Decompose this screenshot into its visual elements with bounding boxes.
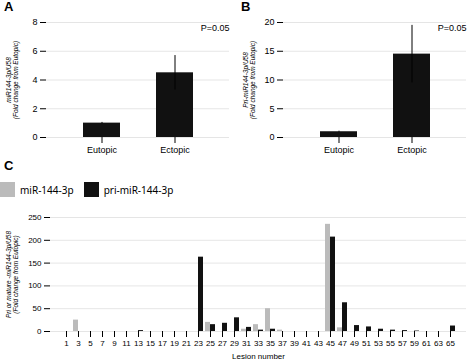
svg-text:20: 20 [264,17,274,27]
html-text:pri-miR-144-3p: pri-miR-144-3p [103,182,174,197]
svg-text:41: 41 [302,339,311,348]
svg-text:6: 6 [32,46,37,56]
svg-text:27: 27 [218,339,227,348]
svg-text:2: 2 [32,104,37,114]
svg-text:0: 0 [37,327,42,336]
svg-text:57: 57 [398,339,407,348]
svg-text:8: 8 [32,17,37,27]
svg-text:10: 10 [264,75,274,85]
svg-text:5: 5 [88,339,93,348]
svg-text:43: 43 [314,339,323,348]
svg-text:1: 1 [64,339,69,348]
svg-text:15: 15 [146,339,155,348]
svg-text:17: 17 [158,339,167,348]
svg-text:47: 47 [338,339,347,348]
svg-text:19: 19 [170,339,179,348]
svg-text:21: 21 [182,339,191,348]
svg-text:25: 25 [206,339,215,348]
html-text:B: B [241,0,251,14]
svg-text:50: 50 [33,304,42,313]
svg-text:150: 150 [28,259,42,268]
svg-text:200: 200 [28,236,42,245]
svg-text:53: 53 [374,339,383,348]
svg-text:39: 39 [290,339,299,348]
svg-text:0: 0 [269,132,274,142]
svg-text:11: 11 [122,339,131,348]
svg-text:Pri-miR144-3p/U58(Fold change: Pri-miR144-3p/U58(Fold change from Eutop… [242,41,257,119]
svg-text:250: 250 [28,213,42,222]
svg-text:P=0.05: P=0.05 [201,23,230,33]
svg-text:23: 23 [194,339,203,348]
html-text:C: C [4,158,14,173]
svg-text:Ectopic: Ectopic [160,145,190,155]
svg-text:55: 55 [386,339,395,348]
svg-text:59: 59 [410,339,419,348]
svg-text:29: 29 [230,339,239,348]
svg-text:37: 37 [278,339,287,348]
svg-text:61: 61 [422,339,431,348]
svg-text:49: 49 [350,339,359,348]
svg-text:4: 4 [32,75,37,85]
svg-text:35: 35 [266,339,275,348]
svg-text:Eutopic: Eutopic [87,145,118,155]
html-text:A: A [4,0,14,14]
svg-text:63: 63 [434,339,443,348]
svg-text:31: 31 [242,339,251,348]
svg-text:15: 15 [264,46,274,56]
svg-text:13: 13 [134,339,143,348]
svg-text:0: 0 [32,132,37,142]
svg-text:33: 33 [254,339,263,348]
svg-text:Pri or mature -miR144-3p/U58(F: Pri or mature -miR144-3p/U58(Fold change… [5,231,20,318]
svg-text:3: 3 [76,339,81,348]
svg-text:miR144-3p/U58(Fold change from: miR144-3p/U58(Fold change from Eutopic) [5,41,20,119]
svg-text:Eutopic: Eutopic [324,145,355,155]
html-text:miR-144-3p: miR-144-3p [20,182,74,197]
svg-text:51: 51 [362,339,371,348]
svg-text:45: 45 [326,339,335,348]
svg-text:9: 9 [112,339,117,348]
svg-text:65: 65 [446,339,455,348]
svg-text:P=0.05: P=0.05 [438,23,467,33]
svg-text:5: 5 [269,104,274,114]
svg-text:100: 100 [28,281,42,290]
svg-text:7: 7 [100,339,105,348]
svg-text:Ectopic: Ectopic [397,145,427,155]
svg-text:Lesion number: Lesion number [232,352,285,361]
